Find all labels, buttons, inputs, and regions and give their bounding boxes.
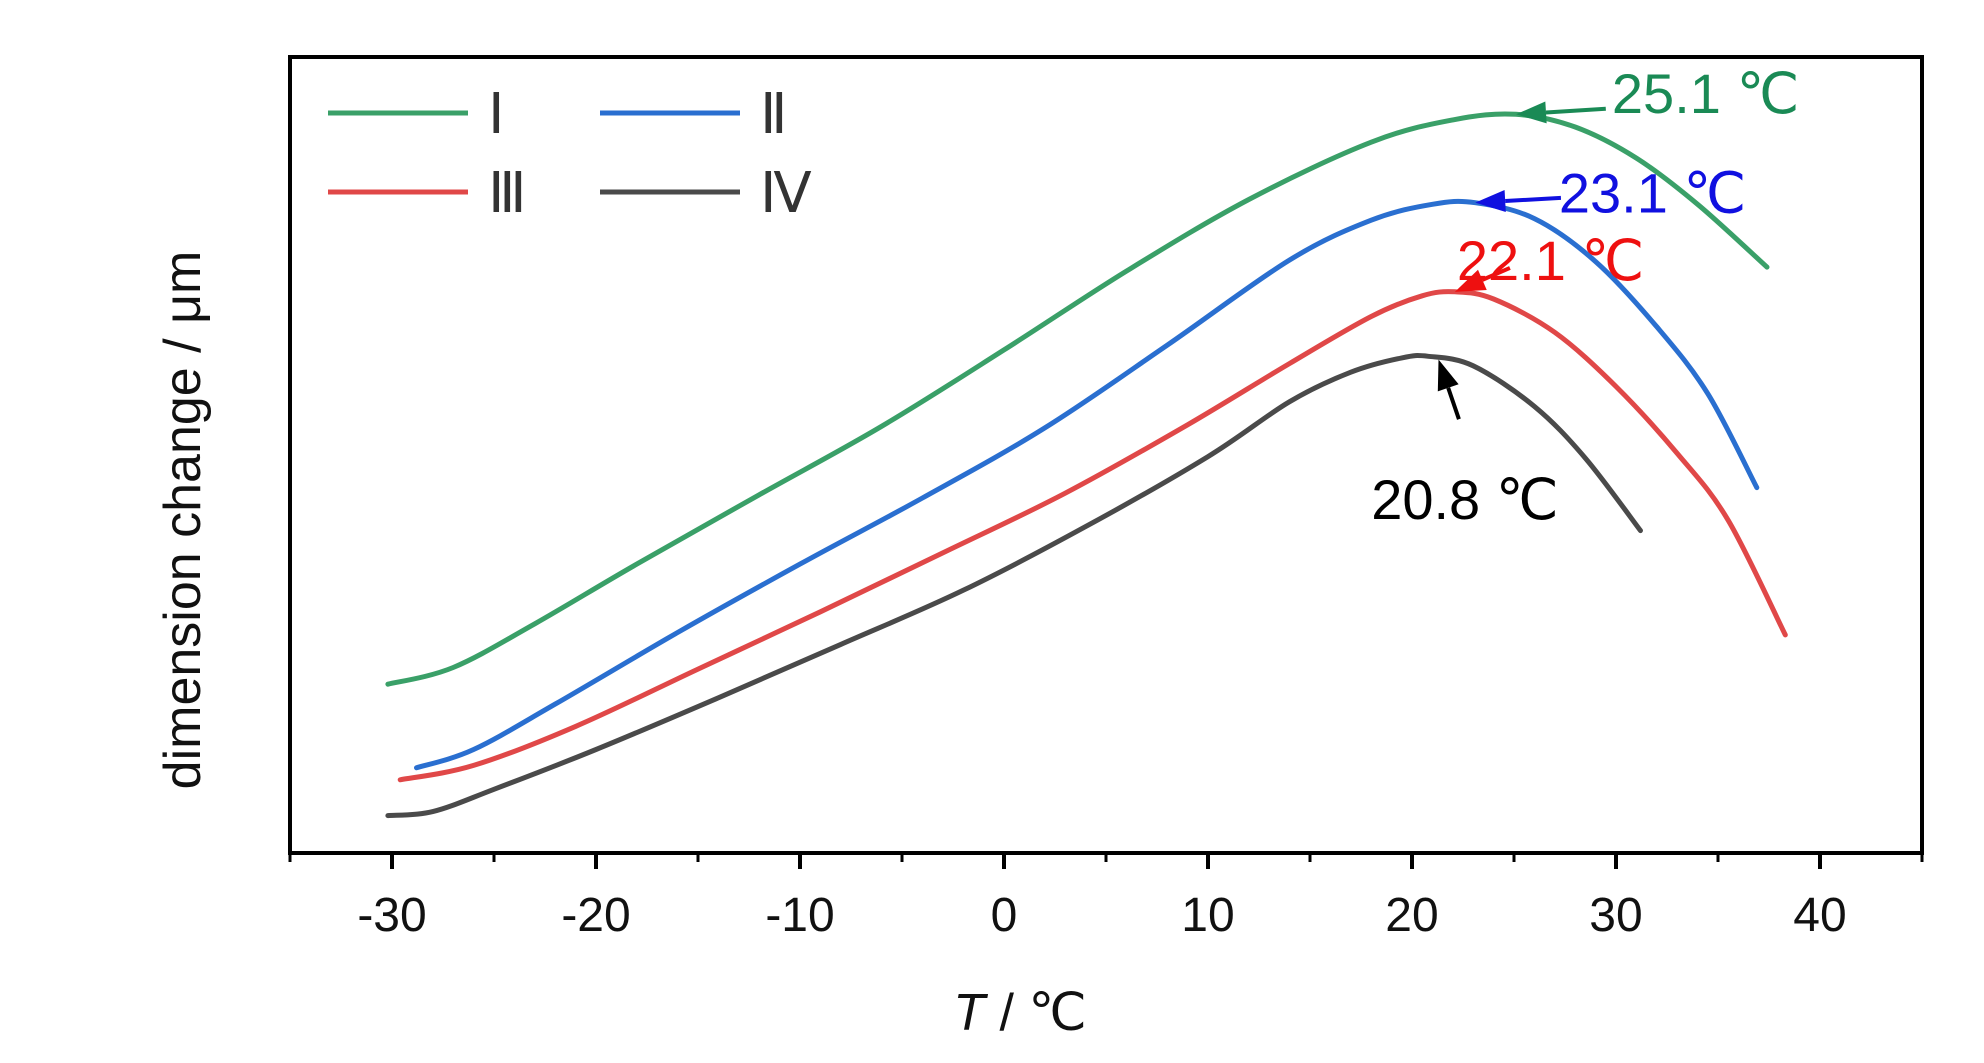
x-tick-label: 40 [1793,889,1846,942]
series-line-4 [385,353,1643,819]
annotation-arrow-head-4 [1437,359,1459,392]
annotation-label-1: 25.1 ℃ [1612,62,1799,125]
series-layer [385,111,1788,819]
x-axis-ticks: -30 -20 -10 0 10 20 30 40 [288,853,1924,942]
series-line-2 [414,198,1760,771]
x-axis-title-unit: / ℃ [985,984,1087,1042]
annotation-arrow-head-2 [1475,190,1506,212]
annotation-arrow-head-1 [1516,101,1547,124]
x-axis-title: T / ℃ [953,984,1087,1042]
x-axis-title-symbol: T [953,984,988,1042]
series-line-3 [397,289,1788,783]
legend-label-1: Ⅰ [488,84,505,146]
annotation-arrow-line-2 [1505,195,1562,203]
annotation-arrow-head-3 [1454,269,1487,292]
x-tick-label: 30 [1589,889,1642,942]
legend-label-3: Ⅲ [488,163,527,225]
annotation-label-4: 20.8 ℃ [1371,468,1558,531]
annotation-arrow-line-1 [1545,106,1606,115]
y-axis-title: dimension change / μm [154,251,212,790]
legend-label-2: Ⅱ [760,84,788,146]
x-tick-label: 10 [1181,889,1234,942]
x-tick-label: -30 [357,889,426,942]
x-tick-label: 0 [991,889,1018,942]
legend-label-4: Ⅳ [760,163,812,225]
x-tick-label: -10 [765,889,834,942]
x-tick-label: 20 [1385,889,1438,942]
annotation-arrow-line-3 [1481,266,1511,282]
annotations: 25.1 ℃ 23.1 ℃22.1 ℃ 20.8 ℃ [1371,62,1799,531]
annotation-label-2: 23.1 ℃ [1559,161,1746,224]
annotation-arrow-line-4 [1446,387,1461,420]
x-tick-label: -20 [561,889,630,942]
series-line-1 [385,111,1770,687]
annotation-label-3: 22.1 ℃ [1457,229,1644,292]
legend: Ⅰ Ⅱ Ⅲ Ⅳ [328,84,812,225]
